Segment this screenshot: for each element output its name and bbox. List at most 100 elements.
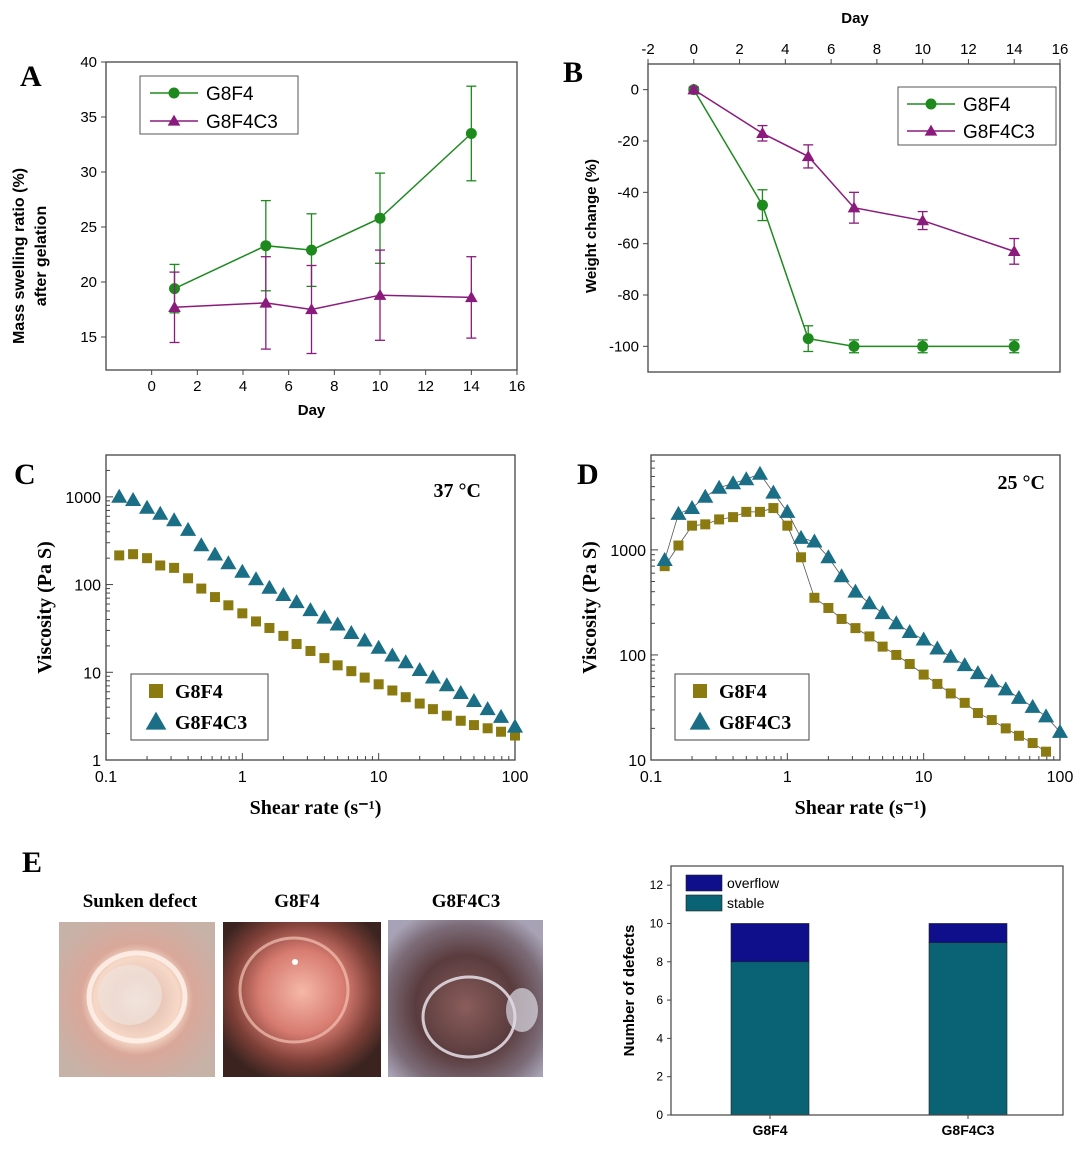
data-point-g8f4 (400, 692, 411, 703)
data-point-g8f4 (468, 720, 479, 731)
data-point-g8f4 (687, 520, 698, 531)
data-point-g8f4c3 (384, 647, 401, 662)
legend-box (674, 673, 810, 741)
chart-d: 0.1 1 10 100 10 100 1000 Shear rate (s⁻¹) Viscos… (579, 454, 1074, 819)
data-point-g8f4 (346, 666, 357, 677)
data-point-g8f4c3 (465, 291, 478, 303)
legend-marker (149, 684, 163, 698)
y-tick-label: 100 (619, 648, 646, 665)
x-tick-label: 100 (1047, 769, 1074, 786)
photo-sunken-defect (59, 922, 215, 1077)
legend-label: stable (727, 895, 765, 911)
data-point-g8f4 (427, 704, 438, 715)
y-tick-label: 0 (631, 82, 639, 99)
data-point-g8f4c3 (792, 529, 810, 544)
data-point-g8f4 (319, 653, 330, 664)
data-point-g8f4c3 (247, 571, 265, 586)
data-point-g8f4c3 (820, 549, 837, 564)
data-point-g8f4 (986, 715, 997, 726)
data-point-g8f4c3 (234, 563, 251, 578)
data-point-g8f4c3 (356, 632, 373, 647)
x-tick-label: 0 (147, 378, 155, 395)
legend-label: G8F4 (719, 681, 767, 703)
data-point-g8f4c3 (261, 579, 278, 594)
y-tick-label: 10 (83, 665, 101, 682)
data-point-g8f4 (455, 715, 466, 726)
photo-title-sunken-defect: Sunken defect (83, 891, 198, 912)
data-point-g8f4 (754, 506, 765, 517)
legend-swatch (685, 894, 723, 912)
data-point-g8f4 (796, 552, 807, 563)
x-axis-label: Shear rate (s⁻¹) (795, 797, 927, 819)
data-point-g8f4 (848, 340, 860, 352)
data-point-g8f4c3 (711, 479, 728, 494)
data-point-g8f4c3 (983, 673, 1000, 688)
y-tick-label: 100 (74, 578, 101, 595)
data-point-g8f4c3 (833, 568, 850, 583)
data-point-g8f4c3 (111, 488, 128, 503)
y-tick-label: 12 (650, 878, 664, 892)
legend-box (897, 86, 1057, 146)
data-point-g8f4 (864, 631, 875, 642)
data-point-g8f4c3 (343, 625, 360, 640)
legend-marker (689, 711, 711, 730)
data-point-g8f4c3 (1024, 698, 1041, 713)
data-point-g8f4c3 (683, 500, 701, 515)
y-tick-label: 20 (80, 274, 97, 291)
data-point-g8f4 (496, 726, 507, 737)
data-point-g8f4c3 (1037, 708, 1055, 723)
data-point-g8f4c3 (756, 126, 769, 138)
photo-title-g8f4: G8F4 (274, 891, 320, 912)
legend-label: G8F4C3 (175, 712, 247, 734)
data-point-g8f4 (673, 540, 684, 551)
data-point-g8f4c3 (180, 521, 197, 536)
data-point-g8f4 (142, 553, 153, 564)
data-point-g8f4c3 (1010, 689, 1028, 704)
data-point-g8f4 (359, 672, 370, 683)
y-tick-label: 4 (656, 1031, 663, 1045)
y-tick-label: -100 (609, 338, 639, 355)
data-point-g8f4 (264, 622, 275, 633)
y-axis-label-line2: after gelation (33, 206, 50, 306)
x-tick-label: 1 (783, 769, 792, 786)
panel-label-d: D (577, 458, 599, 491)
photo-panel: Sunken defect G8F4 G8F4C3 (59, 891, 543, 1077)
data-point-g8f4c3 (738, 471, 755, 486)
data-point-g8f4 (441, 710, 452, 721)
data-point-g8f4 (183, 573, 194, 584)
data-point-g8f4 (1013, 730, 1024, 741)
x-tick-label: 0.1 (640, 769, 662, 786)
x-tick-label: 14 (463, 378, 480, 395)
data-point-g8f4 (959, 697, 970, 708)
data-point-g8f4 (332, 660, 343, 671)
legend-swatch (685, 874, 723, 892)
data-point-g8f4 (237, 608, 248, 619)
y-tick-label: 6 (656, 993, 663, 1007)
data-point-g8f4 (251, 616, 262, 627)
data-point-g8f4 (904, 658, 915, 669)
plot-frame (105, 61, 518, 371)
data-point-g8f4 (714, 514, 725, 525)
x-tick-label: 12 (417, 378, 434, 395)
data-point-g8f4c3 (288, 594, 305, 609)
data-point-g8f4 (128, 549, 139, 560)
data-point-g8f4 (823, 602, 834, 613)
data-point-g8f4 (278, 630, 289, 641)
x-tick-label: 4 (239, 378, 247, 395)
x-tick-label: 10 (915, 769, 933, 786)
legend-box (139, 75, 299, 135)
y-axis-label-line1: Mass swelling ratio (%) (11, 168, 28, 344)
data-point-g8f4c3 (901, 624, 918, 639)
y-tick-label: 1 (92, 753, 101, 770)
data-point-g8f4c3 (206, 546, 224, 561)
panel-label-b: B (563, 56, 583, 89)
data-point-g8f4c3 (861, 595, 878, 610)
data-point-g8f4c3 (397, 654, 414, 669)
data-point-g8f4c3 (915, 631, 932, 646)
data-point-g8f4c3 (424, 669, 441, 684)
y-tick-label: 10 (650, 916, 664, 930)
y-tick-label: 2 (656, 1070, 663, 1084)
series-line-g8f4c3 (174, 294, 472, 311)
x-tick-label: 2 (193, 378, 201, 395)
data-point-g8f4c3 (193, 537, 210, 552)
